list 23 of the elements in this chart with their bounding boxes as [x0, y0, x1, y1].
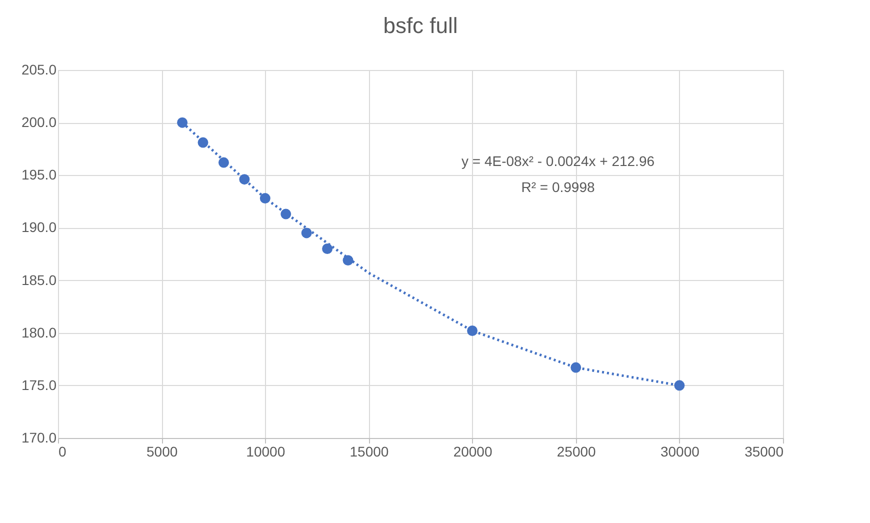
- x-tick-label: 20000: [453, 444, 492, 460]
- x-tick-label: 25000: [556, 444, 596, 460]
- y-tick-label: 190.0: [21, 219, 57, 236]
- x-tick-label: 0: [58, 444, 66, 460]
- y-tick-label: 175.0: [21, 376, 57, 393]
- y-tick-label: 170.0: [21, 430, 57, 446]
- point: [301, 228, 312, 238]
- y-tick-label: 195.0: [21, 166, 57, 183]
- point: [177, 117, 188, 128]
- x-tick-label: 30000: [660, 444, 700, 460]
- chart-title: bsfc full: [383, 13, 458, 38]
- y-tick-label: 205.0: [21, 62, 57, 78]
- annotation: R² = 0.9998: [521, 179, 595, 195]
- y-tick-label: 200.0: [21, 114, 57, 130]
- point: [322, 244, 333, 254]
- annotation: y = 4E-08x² - 0.0024x + 212.96: [461, 153, 655, 169]
- y-tick-label: 185.0: [21, 272, 57, 288]
- point: [674, 380, 685, 391]
- y-tick-label: 180.0: [21, 324, 57, 340]
- x-tick-label: 5000: [146, 444, 178, 460]
- x-tick-label: 10000: [246, 444, 286, 460]
- x-tick-label: 15000: [350, 444, 389, 460]
- x-tick-label: 35000: [744, 444, 784, 460]
